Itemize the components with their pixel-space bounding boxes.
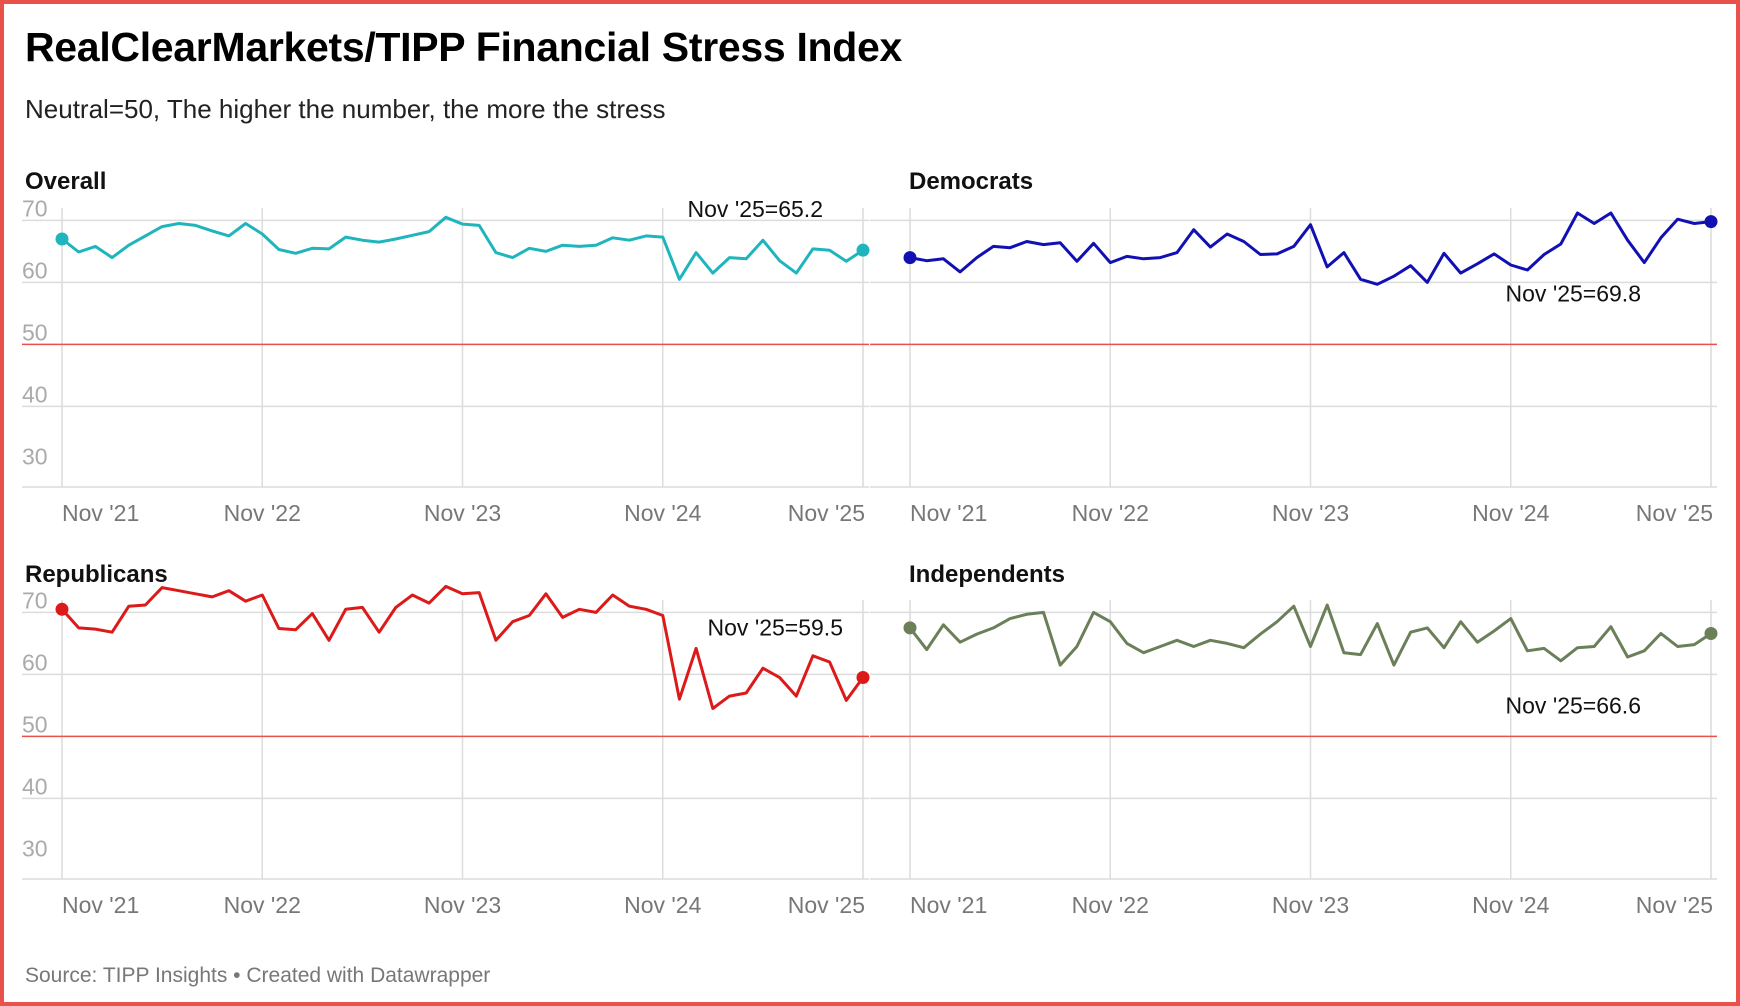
overall-ytick-30: 30 — [22, 443, 48, 469]
independents-xtick-4: Nov '25 — [1636, 892, 1713, 918]
panel-title-republicans: Republicans — [25, 561, 168, 588]
panel-title-independents: Independents — [909, 561, 1066, 588]
republicans-xtick-0: Nov '21 — [62, 892, 139, 918]
republicans-xtick-1: Nov '22 — [224, 892, 301, 918]
republicans-ytick-40: 40 — [22, 773, 48, 799]
overall-ytick-60: 60 — [22, 257, 48, 283]
overall-ytick-50: 50 — [22, 319, 48, 345]
overall-series-line — [60, 215, 865, 281]
source-note: Source: TIPP Insights • Created with Dat… — [25, 964, 491, 987]
overall-end-point — [856, 243, 870, 257]
republicans-annotation: Nov '25=59.5 — [708, 615, 843, 641]
republicans-start-point — [55, 602, 69, 616]
independents-xtick-0: Nov '21 — [910, 892, 987, 918]
overall-xtick-3: Nov '24 — [624, 500, 701, 526]
democrats-xtick-4: Nov '25 — [1636, 500, 1713, 526]
overall-xtick-1: Nov '22 — [224, 500, 301, 526]
overall-xtick-4: Nov '25 — [788, 500, 865, 526]
chart-title: RealClearMarkets/TIPP Financial Stress I… — [25, 24, 903, 70]
democrats-series-line — [908, 211, 1713, 286]
democrats-xtick-1: Nov '22 — [1072, 500, 1149, 526]
overall-xtick-2: Nov '23 — [424, 500, 501, 526]
republicans-ytick-60: 60 — [22, 649, 48, 675]
democrats-end-point — [1704, 215, 1718, 229]
democrats-xtick-0: Nov '21 — [910, 500, 987, 526]
independents-xtick-2: Nov '23 — [1272, 892, 1349, 918]
republicans-xtick-2: Nov '23 — [424, 892, 501, 918]
chart-subtitle: Neutral=50, The higher the number, the m… — [25, 94, 666, 124]
republicans-ytick-30: 30 — [22, 835, 48, 861]
panel-title-overall: Overall — [25, 168, 107, 195]
democrats-start-point — [903, 251, 917, 265]
panel-title-democrats: Democrats — [909, 168, 1034, 195]
independents-end-point — [1704, 626, 1718, 640]
democrats-xtick-3: Nov '24 — [1472, 500, 1549, 526]
overall-start-point — [55, 232, 69, 246]
democrats-xtick-2: Nov '23 — [1272, 500, 1349, 526]
democrats-annotation: Nov '25=69.8 — [1506, 281, 1641, 307]
republicans-ytick-50: 50 — [22, 711, 48, 737]
independents-xtick-1: Nov '22 — [1072, 892, 1149, 918]
independents-start-point — [903, 621, 917, 635]
independents-annotation: Nov '25=66.6 — [1506, 692, 1641, 718]
independents-xtick-3: Nov '24 — [1472, 892, 1549, 918]
overall-xtick-0: Nov '21 — [62, 500, 139, 526]
republicans-series-line — [60, 584, 865, 710]
overall-ytick-70: 70 — [22, 195, 48, 221]
republicans-end-point — [856, 671, 870, 684]
overall-ytick-40: 40 — [22, 381, 48, 407]
overall-annotation: Nov '25=65.2 — [688, 196, 823, 222]
republicans-xtick-3: Nov '24 — [624, 892, 701, 918]
republicans-xtick-4: Nov '25 — [788, 892, 865, 918]
independents-series-line — [908, 603, 1713, 667]
republicans-ytick-70: 70 — [22, 587, 48, 613]
